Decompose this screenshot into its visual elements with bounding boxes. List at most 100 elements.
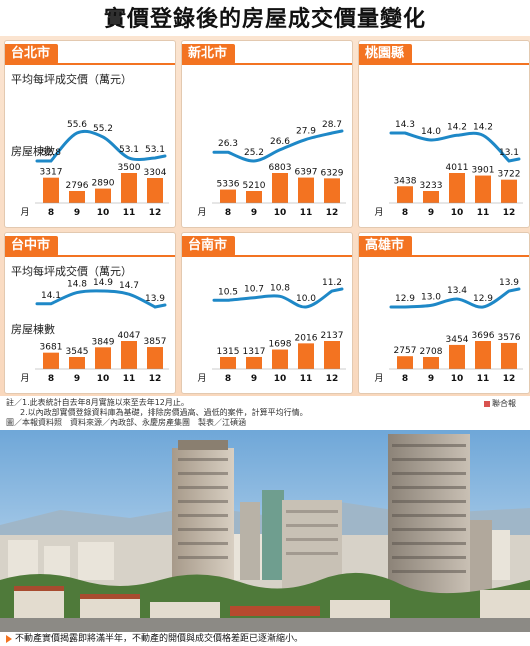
photo-caption: 不動產實價揭露即將滿半年，不動產的開價與成交價格差距已逐漸縮小。 [0,632,530,646]
units-bar [272,173,288,203]
region-title: 台中市 [5,236,59,256]
units-value-label: 3545 [66,347,89,357]
units-value-label: 4011 [446,163,469,173]
x-tick-label: 9 [251,374,257,384]
caption-arrow-icon [6,634,12,643]
price-value-label: 11.2 [322,278,342,288]
price-value-label: 25.2 [244,148,264,158]
price-value-label: 14.2 [447,122,467,132]
x-tick-label: 9 [428,374,434,384]
units-bar [147,178,163,203]
x-tick-label: 11 [300,208,313,218]
price-line [389,287,521,309]
title-underline [359,63,529,65]
units-value-label: 3233 [420,181,443,191]
x-tick-label: 8 [225,208,231,218]
units-value-label: 3454 [446,335,469,345]
units-value-label: 3722 [498,170,521,180]
region-title: 桃園縣 [359,44,413,64]
badge-text: 聯合報 [492,399,516,408]
price-value-label: 14.9 [93,278,113,288]
region-title: 高雄市 [359,236,413,256]
units-value-label: 2016 [295,333,318,343]
price-value-label: 53.1 [145,145,165,155]
units-value-label: 1317 [243,347,266,357]
units-value-label: 2708 [420,347,443,357]
price-value-label: 28.7 [322,120,342,130]
units-value-label: 6329 [321,168,344,178]
title-underline [5,63,175,65]
units-value-label: 2890 [92,179,115,189]
x-tick-label: 8 [48,208,54,218]
x-tick-label: 10 [97,374,110,384]
units-bar [69,191,85,203]
units-bar [69,357,85,369]
price-value-label: 10.0 [296,294,316,304]
units-value-label: 3304 [144,168,167,178]
units-bar [475,341,491,369]
units-value-label: 3849 [92,337,115,347]
price-value-label: 13.9 [499,278,519,288]
panel-taichung: 台中市 平均每坪成交價（萬元） 房屋棟數 14.1 14.8 14.9 14.7 13.9 36… [4,232,176,394]
price-line [389,131,521,163]
x-tick-label: 9 [74,374,80,384]
x-tick-label: 9 [251,208,257,218]
city-photo [0,430,530,632]
x-axis-unit-label: 月 [374,207,383,218]
units-bar [449,173,465,203]
price-value-label: 53.1 [119,145,139,155]
units-bar [423,191,439,203]
x-axis-unit-label: 月 [197,373,206,384]
x-axis-unit-label: 月 [20,207,29,218]
price-value-label: 14.7 [119,281,139,291]
x-tick-label: 11 [123,208,136,218]
units-value-label: 3317 [40,168,63,178]
x-tick-label: 12 [326,208,339,218]
price-value-label: 55.6 [67,120,87,130]
units-value-label: 1315 [217,347,240,357]
units-value-label: 6397 [295,168,318,178]
units-bar [220,189,236,203]
price-value-label: 12.9 [395,294,415,304]
panel-taoyuan: 桃園縣 14.3 14.0 14.2 14.2 13.1 3438 3233 4011 3901 3… [358,40,530,228]
units-value-label: 2796 [66,181,89,191]
x-tick-label: 8 [225,374,231,384]
price-value-label: 26.6 [270,137,290,147]
units-bar [95,347,111,369]
price-value-label: 55.2 [93,124,113,134]
x-tick-label: 10 [274,374,287,384]
x-tick-label: 12 [149,374,162,384]
price-value-label: 12.9 [473,294,493,304]
units-value-label: 2137 [321,331,344,341]
units-value-label: 3901 [472,166,495,176]
caption-text: 不動產實價揭露即將滿半年，不動產的開價與成交價格差距已逐漸縮小。 [15,634,304,644]
x-tick-label: 8 [48,374,54,384]
units-value-label: 1698 [269,340,292,350]
x-axis-unit-label: 月 [197,207,206,218]
chart-svg: 14.1 14.8 14.9 14.7 13.9 3681 3545384940473857… [20,278,169,384]
title-underline [182,63,352,65]
x-tick-label: 11 [123,374,136,384]
units-value-label: 2757 [394,346,417,356]
price-value-label: 14.0 [421,127,441,137]
units-bar [501,179,517,203]
units-bar [298,177,314,203]
price-line [35,289,167,309]
x-tick-label: 10 [451,208,464,218]
units-series-label: 房屋棟數 [11,323,55,336]
price-value-label: 14.1 [41,291,61,301]
units-value-label: 5336 [217,180,240,190]
x-tick-label: 10 [97,208,110,218]
x-tick-label: 12 [326,374,339,384]
units-value-label: 5210 [243,181,266,191]
price-value-label: 13.4 [447,286,467,296]
units-bar [272,349,288,369]
units-value-label: 3500 [118,163,141,173]
panel-taipei: 台北市 平均每坪成交價（萬元） 房屋棟數 52.8 55.6 55.2 53.1 53.1 33… [4,40,176,228]
units-bar [501,342,517,369]
units-bar [246,356,262,369]
